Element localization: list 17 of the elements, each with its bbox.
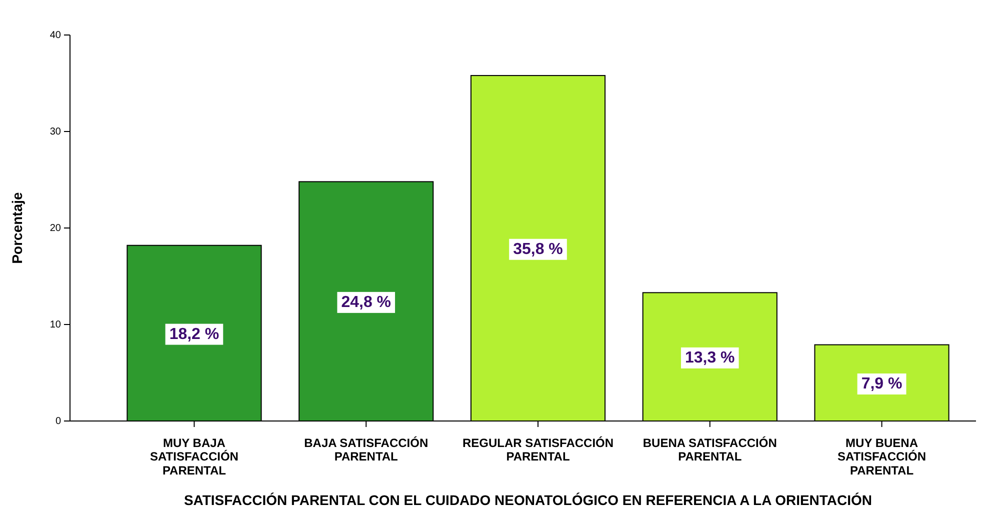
y-tick-label: 10 xyxy=(50,320,62,331)
x-tick-label: BAJA SATISFACCIÓN PARENTAL xyxy=(304,436,428,464)
y-tick-label: 40 xyxy=(50,30,62,42)
x-tick-label: MUY BAJA SATISFACCIÓN PARENTAL xyxy=(150,436,238,478)
data-label: 7,9 % xyxy=(861,375,902,392)
x-tick-label: REGULAR SATISFACCIÓN PARENTAL xyxy=(462,436,614,464)
y-tick-label: 0 xyxy=(55,416,62,428)
x-tick-label: MUY BUENA SATISFACCIÓN PARENTAL xyxy=(838,436,926,478)
data-label: 13,3 % xyxy=(684,349,735,366)
y-axis-title: Porcentaje xyxy=(9,192,25,264)
y-tick-label: 20 xyxy=(50,223,62,234)
data-label: 24,8 % xyxy=(341,294,392,311)
data-label: 35,8 % xyxy=(513,240,563,258)
y-tick-label: 30 xyxy=(50,126,62,138)
x-axis-title: SATISFACCIÓN PARENTAL CON EL CUIDADO NEONATOLÓGICO EN REFERENCIA A LA ORIENTACIÓN xyxy=(184,492,872,508)
data-label: 18,2 % xyxy=(169,326,220,343)
x-tick-label: BUENA SATISFACCIÓN PARENTAL xyxy=(642,436,777,464)
